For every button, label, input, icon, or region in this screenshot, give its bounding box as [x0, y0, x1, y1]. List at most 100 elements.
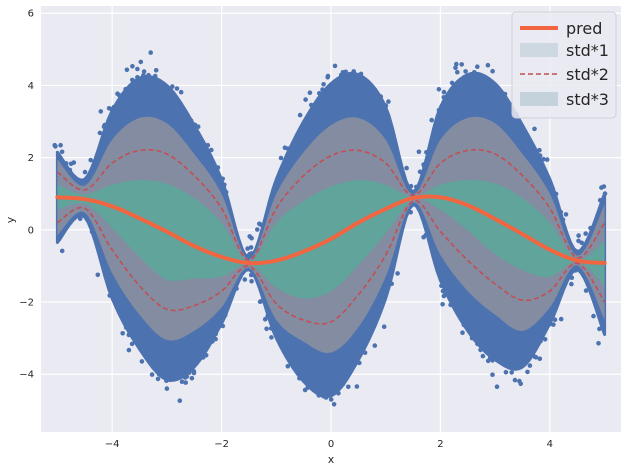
- scatter-point: [532, 126, 537, 132]
- scatter-point: [59, 149, 65, 155]
- scatter-point: [264, 326, 269, 332]
- scatter-point: [220, 176, 225, 182]
- scatter-point: [107, 293, 112, 298]
- scatter-point: [386, 99, 391, 104]
- scatter-point: [285, 146, 291, 151]
- scatter-point: [111, 104, 117, 110]
- scatter-point: [472, 70, 477, 75]
- scatter-point: [194, 359, 200, 365]
- y-axis-label: y: [4, 216, 17, 223]
- scatter-point: [563, 212, 569, 217]
- scatter-point: [494, 384, 500, 390]
- scatter-point: [385, 114, 390, 120]
- x-tick-label: −2: [214, 439, 229, 450]
- scatter-point: [267, 199, 273, 205]
- scatter-point: [130, 77, 135, 83]
- scatter-point: [95, 272, 101, 278]
- scatter-point: [527, 139, 532, 144]
- scatter-point: [332, 63, 338, 69]
- scatter-point: [71, 160, 77, 165]
- scatter-point: [164, 386, 170, 391]
- scatter-point: [248, 272, 254, 278]
- scatter-point: [245, 246, 250, 251]
- scatter-point: [120, 331, 125, 336]
- scatter-point: [558, 316, 564, 322]
- scatter-point: [115, 91, 120, 96]
- scatter-point: [588, 225, 593, 231]
- y-tick-label: −4: [19, 370, 34, 381]
- scatter-point: [146, 72, 151, 78]
- scatter-point: [269, 335, 274, 340]
- scatter-point: [63, 161, 69, 166]
- scatter-point: [209, 147, 214, 153]
- scatter-point: [325, 73, 331, 79]
- scatter-point: [449, 80, 455, 86]
- legend-std1-label: std*1: [566, 41, 609, 60]
- scatter-point: [188, 118, 194, 123]
- y-tick-label: 2: [28, 153, 34, 164]
- scatter-point: [179, 379, 185, 385]
- scatter-point: [248, 245, 254, 250]
- scatter-point: [417, 169, 423, 175]
- scatter-point: [59, 248, 65, 254]
- scatter-point: [576, 238, 581, 244]
- scatter-point: [124, 67, 130, 73]
- scatter-point: [372, 343, 378, 348]
- scatter-point: [404, 165, 409, 171]
- scatter-point: [357, 360, 362, 366]
- scatter-point: [53, 144, 58, 149]
- scatter-point: [152, 73, 158, 79]
- scatter-point: [424, 150, 429, 155]
- scatter-point: [436, 87, 442, 92]
- scatter-point: [602, 191, 608, 196]
- scatter-point: [541, 156, 546, 162]
- scatter-point: [200, 355, 206, 360]
- scatter-point: [331, 402, 337, 407]
- scatter-point: [340, 381, 346, 387]
- scatter-point: [226, 301, 231, 306]
- scatter-point: [195, 124, 201, 129]
- scatter-point: [155, 376, 161, 382]
- scatter-point: [540, 165, 545, 170]
- scatter-point: [285, 363, 291, 369]
- scatter-point: [436, 108, 442, 113]
- scatter-point: [164, 378, 169, 384]
- std2-upper-line: [56, 148, 606, 262]
- scatter-point: [328, 397, 334, 402]
- scatter-point: [455, 69, 460, 75]
- scatter-point: [258, 299, 264, 304]
- scatter-point: [460, 330, 465, 336]
- scatter-point: [408, 183, 414, 189]
- scatter-point: [88, 157, 93, 163]
- scatter-point: [346, 384, 351, 390]
- scatter-point: [297, 112, 303, 118]
- scatter-point: [167, 377, 173, 383]
- scatter-point: [178, 89, 184, 95]
- scatter-point: [249, 279, 254, 284]
- scatter-point: [321, 394, 326, 399]
- legend-std3-swatch: [520, 92, 558, 106]
- scatter-point: [210, 339, 215, 344]
- scatter-point: [149, 372, 155, 377]
- scatter-point: [362, 77, 368, 83]
- scatter-point: [130, 81, 136, 86]
- scatter-point: [512, 377, 518, 383]
- scatter-point: [254, 227, 260, 232]
- scatter-point: [135, 66, 140, 72]
- scatter-point: [503, 369, 509, 375]
- scatter-point: [490, 358, 495, 363]
- legend-std3-label: std*3: [566, 90, 609, 109]
- scatter-point: [441, 293, 447, 299]
- pred-series: [55, 194, 607, 266]
- scatter-point: [153, 68, 159, 73]
- scatter-point: [213, 336, 218, 342]
- scatter-point: [126, 332, 132, 338]
- scatter-point: [478, 347, 483, 353]
- scatter-point: [416, 149, 422, 155]
- scatter-point: [423, 232, 429, 238]
- scatter-point: [371, 321, 376, 326]
- scatter-point: [298, 127, 304, 132]
- scatter-point: [591, 313, 596, 319]
- scatter-point: [598, 312, 603, 318]
